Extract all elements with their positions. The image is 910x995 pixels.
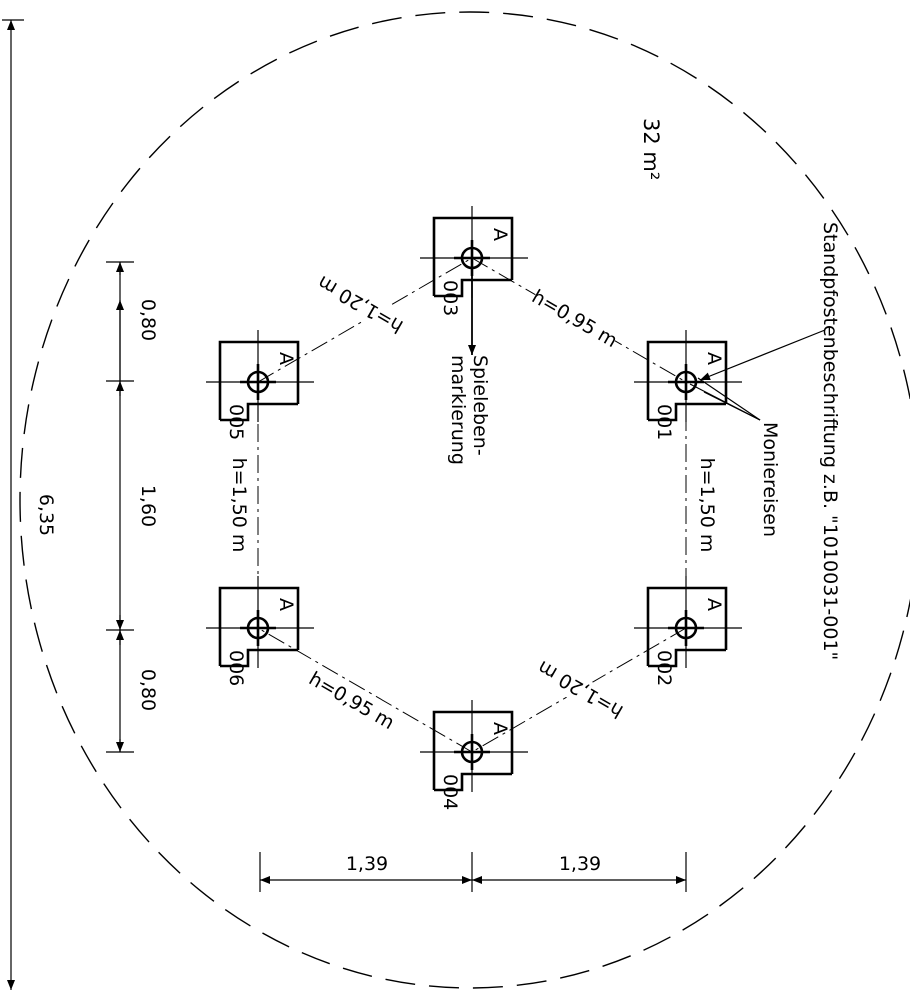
post-005-letter: A [275, 352, 297, 365]
segment-top-label: 0,80 [137, 299, 159, 341]
edge-label-003-001: h=0,95 m [528, 286, 621, 352]
post-004-letter: A [489, 722, 511, 735]
post-003-letter: A [489, 228, 511, 241]
horiz-left-label: 1,39 [346, 853, 388, 875]
rebar-label: Moniereisen [759, 422, 781, 537]
post-001-letter: A [703, 352, 725, 365]
post-002-letter: A [703, 598, 725, 611]
total-height-dimension: 6,35 [2, 19, 57, 990]
segment-mid-label: 1,60 [137, 485, 159, 527]
play-level-label-2: markierung [447, 355, 469, 465]
post-003-id: 003 [439, 280, 461, 316]
post-002: A 002 [634, 576, 742, 686]
play-level-label-1: Spieleben- [469, 355, 491, 456]
post-003: A 003 [420, 206, 528, 316]
post-001: A 001 [634, 330, 742, 440]
area-label: 32 m² [639, 118, 663, 180]
post-002-id: 002 [653, 650, 675, 686]
post-001-id: 001 [653, 404, 675, 440]
post-004: A 004 [420, 700, 528, 810]
edge-label-002-004: h=1,20 m [534, 656, 627, 722]
post-005: A 005 [206, 330, 314, 440]
play-area-boundary [19, 11, 910, 989]
post-006: A 006 [206, 576, 314, 686]
horiz-right-label: 1,39 [559, 853, 601, 875]
play-level-marker: Spieleben- markierung [447, 268, 491, 465]
horizontal-dimensions: 1,39 1,39 [259, 852, 687, 892]
total-height-label: 6,35 [35, 494, 57, 536]
post-005-id: 005 [225, 404, 247, 440]
post-label-annotation: Standpfostenbeschriftung z.B. "1010031-0… [819, 222, 841, 660]
segment-bottom-label: 0,80 [137, 669, 159, 711]
post-006-letter: A [275, 598, 297, 611]
leader-lines [689, 329, 826, 421]
post-004-id: 004 [439, 774, 461, 810]
vertical-segment-dimensions: 0,80 1,60 0,80 [106, 261, 159, 753]
post-006-id: 006 [225, 650, 247, 686]
edge-label-001-002: h=1,50 m [696, 458, 718, 553]
edge-label-006-005: h=1,50 m [228, 458, 250, 553]
